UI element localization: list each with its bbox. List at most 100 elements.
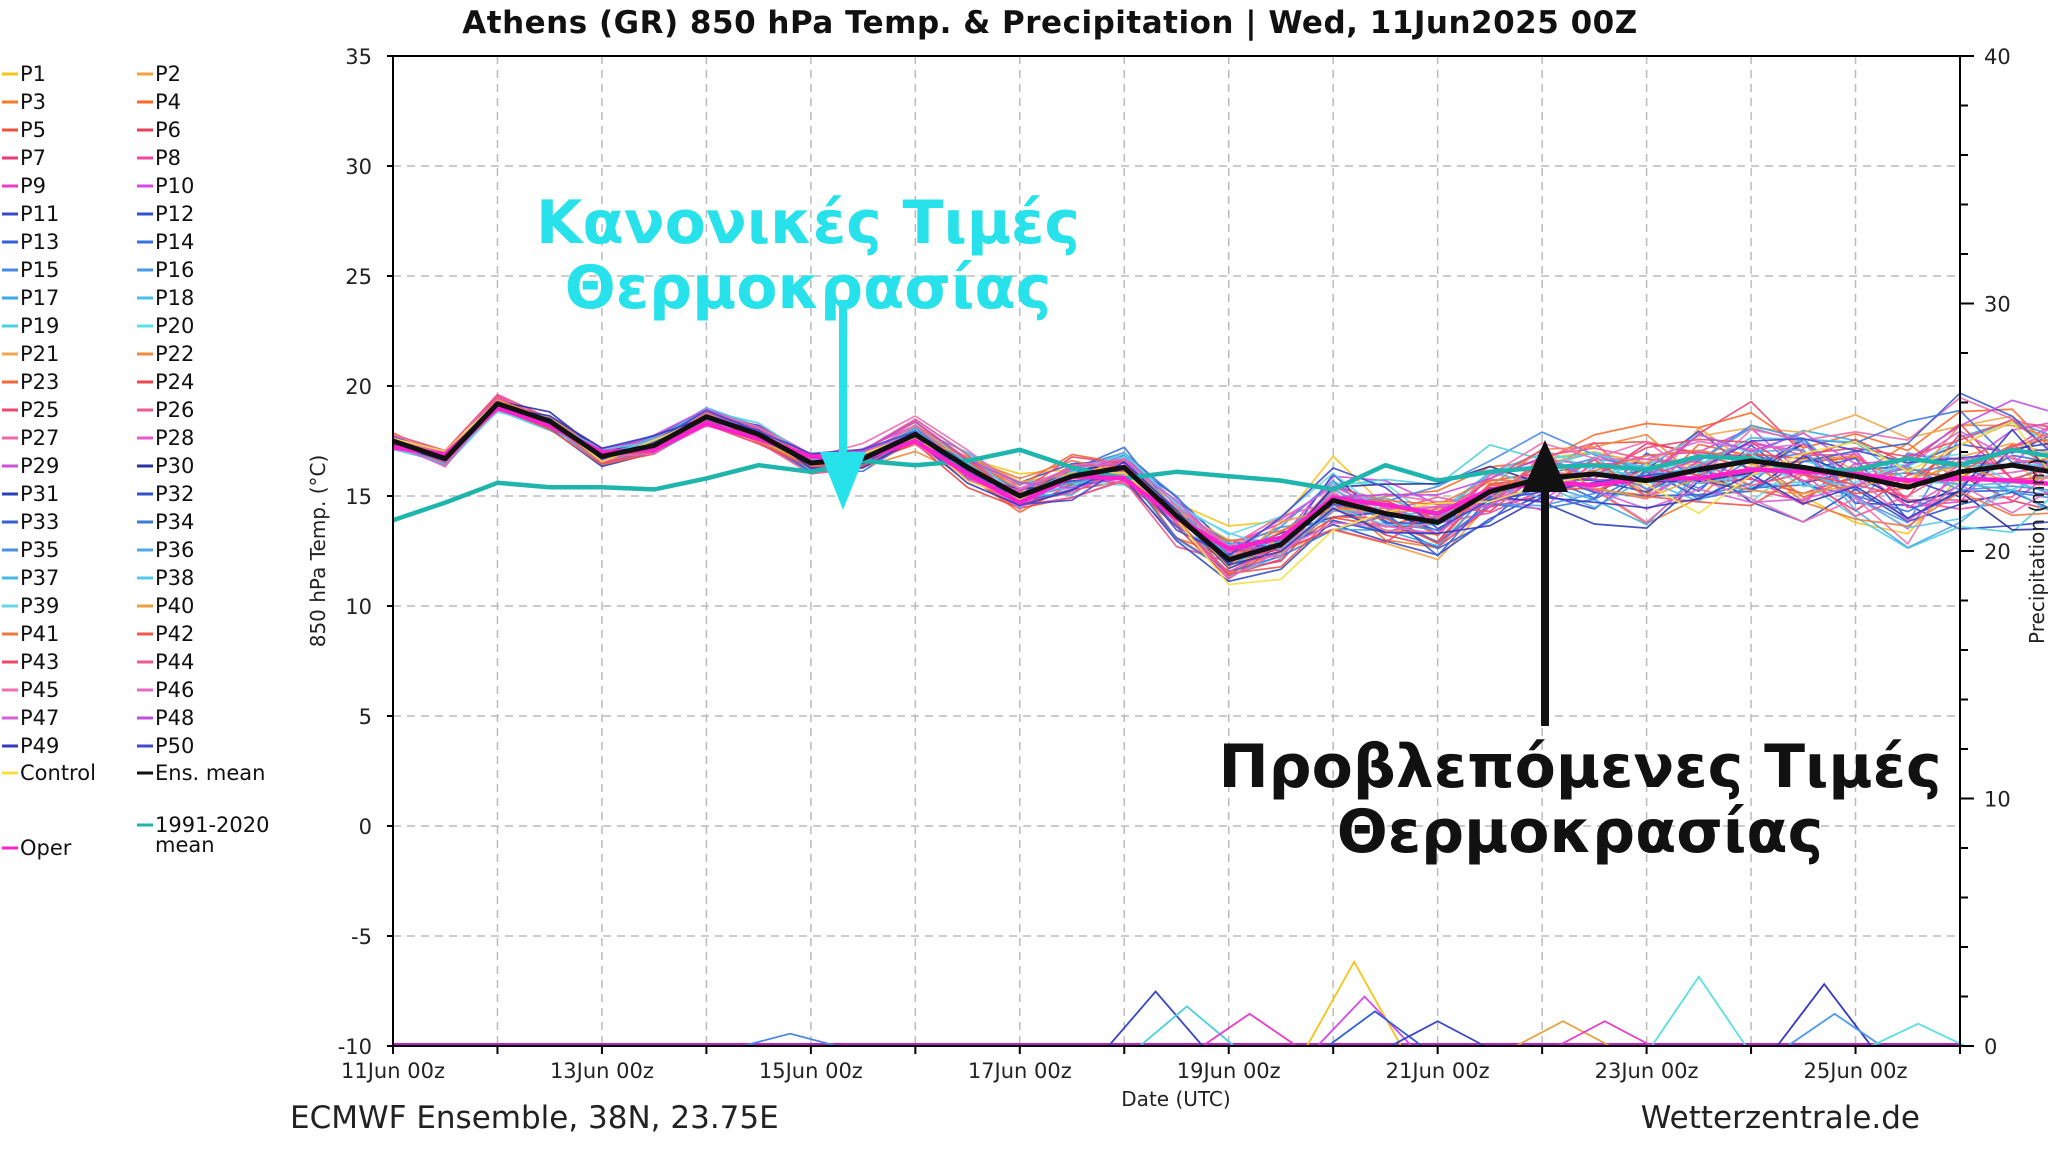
legend-label: P27 xyxy=(20,426,59,450)
chart-title: Athens (GR) 850 hPa Temp. & Precipitatio… xyxy=(462,5,1637,41)
legend-label: P7 xyxy=(20,146,46,170)
precip-spike xyxy=(1787,1012,1883,1047)
legend-label: P17 xyxy=(20,286,59,310)
legend-label: P1 xyxy=(20,62,46,86)
legend-label: P5 xyxy=(20,118,46,142)
legend-label: P13 xyxy=(20,230,59,254)
x-tick-label: 23Jun 00z xyxy=(1595,1059,1699,1083)
precip-spike xyxy=(1139,1005,1235,1047)
y-tick-label: 15 xyxy=(345,485,372,509)
y-tick-label: 5 xyxy=(359,705,372,729)
legend-label: P35 xyxy=(20,538,59,562)
y-axis-ticks: 35 30 25 20 15 10 5 0 -5 -10 xyxy=(338,45,393,1059)
legend-label: P37 xyxy=(20,566,59,590)
legend-label: P12 xyxy=(155,202,194,226)
y2-tick-label: 20 xyxy=(1984,540,2011,564)
annotation-black-arrow-head xyxy=(1522,440,1568,492)
legend-label: P25 xyxy=(20,398,59,422)
legend-label: P24 xyxy=(155,370,194,394)
ensemble-line-p44 xyxy=(392,409,2048,573)
annotation-cyan-arrow-head xyxy=(820,452,866,510)
annotation-black-line2: Θερμοκρασίας xyxy=(1337,797,1823,867)
legend-label: P31 xyxy=(20,482,59,506)
legend-label: P46 xyxy=(155,678,194,702)
x-tick-label: 19Jun 00z xyxy=(1177,1059,1281,1083)
legend-label: P36 xyxy=(155,538,194,562)
legend-label: P19 xyxy=(20,314,59,338)
legend-label: Oper xyxy=(20,836,72,860)
x-tick-label: 13Jun 00z xyxy=(550,1059,654,1083)
legend-label: P48 xyxy=(155,706,194,730)
y-tick-label: 35 xyxy=(345,45,372,69)
legend: P1 P3 P5 P7 P9 P11 P13 P15 P17 P19 P21 P23 P25 P27 P29… xyxy=(2,62,269,860)
legend-label: P22 xyxy=(155,342,194,366)
legend-label: P16 xyxy=(155,258,194,282)
legend-label: P34 xyxy=(155,510,194,534)
legend-label: P10 xyxy=(155,174,194,198)
legend-label: P30 xyxy=(155,454,194,478)
precip-spike xyxy=(1107,990,1204,1047)
precip-spike xyxy=(1515,1020,1611,1047)
legend-label: P26 xyxy=(155,398,194,422)
legend-label: P11 xyxy=(20,202,59,226)
ensemble-line-p22 xyxy=(392,404,2048,563)
legend-label: Ens. mean xyxy=(155,761,265,785)
ensemble-line-p27 xyxy=(392,396,2048,548)
legend-label: P49 xyxy=(20,734,59,758)
legend-label: P39 xyxy=(20,594,59,618)
x-axis-label: Date (UTC) xyxy=(1121,1087,1230,1111)
y2-axis-label: Precipitation (mm) xyxy=(2025,458,2048,644)
x-tick-label: 25Jun 00z xyxy=(1804,1059,1908,1083)
y-tick-label: 0 xyxy=(359,815,372,839)
legend-label: P47 xyxy=(20,706,59,730)
series-ens-mean xyxy=(392,401,2048,563)
legend-label: P2 xyxy=(155,62,181,86)
legend-label: P18 xyxy=(155,286,194,310)
ensemble-line-p45 xyxy=(392,399,2048,558)
y-tick-label: 30 xyxy=(345,155,372,179)
legend-label: P40 xyxy=(155,594,194,618)
y-axis-label: 850 hPa Temp. (°C) xyxy=(306,455,330,648)
legend-label: P29 xyxy=(20,454,59,478)
ensemble-line-p41 xyxy=(392,398,2048,560)
legend-label: P28 xyxy=(155,426,194,450)
legend-label: P8 xyxy=(155,146,181,170)
ensemble-members xyxy=(392,392,2048,586)
legend-label: P32 xyxy=(155,482,194,506)
main-series xyxy=(392,401,2048,563)
legend-label: 1991-2020 xyxy=(155,813,269,837)
legend-label: P15 xyxy=(20,258,59,282)
x-tick-label: 17Jun 00z xyxy=(968,1059,1072,1083)
annotation-black-line1: Προβλεπόμενες Τιμές xyxy=(1218,732,1941,802)
y-tick-label: -5 xyxy=(351,925,372,949)
y-tick-label: 25 xyxy=(345,265,372,289)
legend-label: P43 xyxy=(20,650,59,674)
precipitation-lines xyxy=(393,960,1966,1047)
y2-tick-label: 40 xyxy=(1984,45,2011,69)
precip-spike xyxy=(1651,975,1747,1047)
annotation-cyan-line1: Κανονικές Τιμές xyxy=(536,188,1080,258)
y2-tick-label: 0 xyxy=(1984,1035,1997,1059)
footer-site: Wetterzentrale.de xyxy=(1641,1100,1920,1136)
series-1991-2020-mean xyxy=(392,447,2048,523)
precip-spike xyxy=(1776,982,1872,1047)
x-tick-label: 21Jun 00z xyxy=(1386,1059,1490,1083)
legend-label: P14 xyxy=(155,230,194,254)
annotation-cyan-line2: Θερμοκρασίας xyxy=(565,253,1051,323)
precip-spike xyxy=(742,1032,838,1047)
legend-label: P20 xyxy=(155,314,194,338)
y-tick-label: 10 xyxy=(345,595,372,619)
legend-label: P45 xyxy=(20,678,59,702)
precip-spike xyxy=(1327,1010,1423,1047)
x-tick-label: 11Jun 00z xyxy=(341,1059,445,1083)
series-oper xyxy=(392,405,2048,552)
annotation-forecast-temps: Προβλεπόμενες Τιμές Θερμοκρασίας xyxy=(1218,440,1942,867)
ensemble-line-p46 xyxy=(392,402,2048,580)
y2-tick-label: 10 xyxy=(1984,788,2011,812)
ensemble-line-p48 xyxy=(392,399,2048,551)
legend-label: P41 xyxy=(20,622,59,646)
legend-label: P42 xyxy=(155,622,194,646)
precip-spike xyxy=(1306,960,1402,1047)
y2-axis-ticks: 40 30 20 10 0 xyxy=(1960,45,2011,1059)
